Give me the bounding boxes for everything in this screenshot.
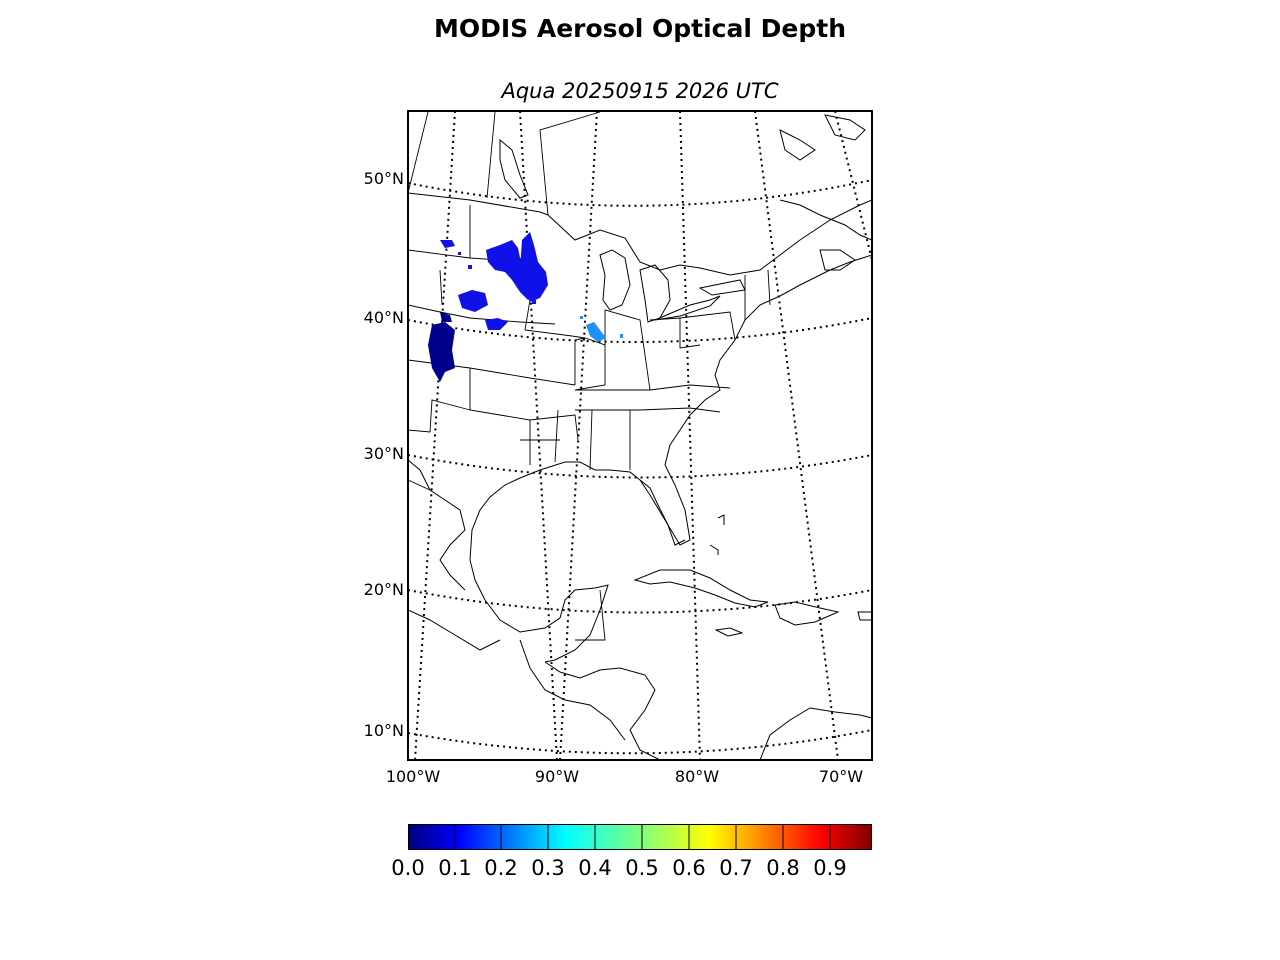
aod-patch-colorado	[428, 322, 455, 382]
aod-pixel-d	[620, 334, 623, 338]
aod-pixel-c	[532, 300, 536, 304]
aod-patch-wyoming	[440, 240, 455, 248]
colorbar-label-8: 0.8	[766, 856, 800, 880]
state-borders	[408, 111, 771, 641]
aod-pixel-e	[580, 316, 583, 319]
aod-patch-colorado-north	[440, 312, 452, 322]
lat-label-20: 20°N	[363, 580, 404, 599]
aod-patch-illinois	[586, 322, 606, 342]
colorbar-label-1: 0.1	[438, 856, 472, 880]
coastlines	[408, 114, 872, 760]
aod-patch-nebraska	[458, 290, 488, 312]
colorbar-label-4: 0.4	[578, 856, 612, 880]
colorbar-label-3: 0.3	[531, 856, 565, 880]
map-subtitle: Aqua 20250915 2026 UTC	[501, 79, 779, 103]
aod-pixel-a	[468, 265, 472, 269]
colorbar-label-5: 0.5	[625, 856, 659, 880]
aod-patch-minnesota	[520, 232, 548, 302]
colorbar-label-6: 0.6	[672, 856, 706, 880]
lat-label-50: 50°N	[363, 169, 404, 188]
lon-label-100w: 100°W	[385, 767, 441, 786]
lon-label-70w: 70°W	[818, 767, 864, 786]
aod-pixel-b	[458, 252, 461, 255]
colorbar-label-9: 0.9	[813, 856, 847, 880]
colorbar-ticks	[454, 824, 831, 850]
colorbar-gradient	[408, 824, 872, 850]
lat-label-30: 30°N	[363, 444, 404, 463]
graticule	[408, 111, 872, 760]
colorbar-label-2: 0.2	[484, 856, 518, 880]
colorbar-label-0: 0.0	[391, 856, 425, 880]
lon-label-90w: 90°W	[534, 767, 580, 786]
colorbar-frame	[408, 824, 872, 850]
map-frame	[407, 110, 873, 761]
lon-label-80w: 80°W	[674, 767, 720, 786]
aod-data	[428, 232, 623, 382]
map-title: MODIS Aerosol Optical Depth	[433, 14, 846, 43]
colorbar-label-7: 0.7	[719, 856, 753, 880]
lat-label-40: 40°N	[363, 308, 404, 327]
aod-patch-kansas	[485, 318, 508, 330]
lat-label-10: 10°N	[363, 721, 404, 740]
